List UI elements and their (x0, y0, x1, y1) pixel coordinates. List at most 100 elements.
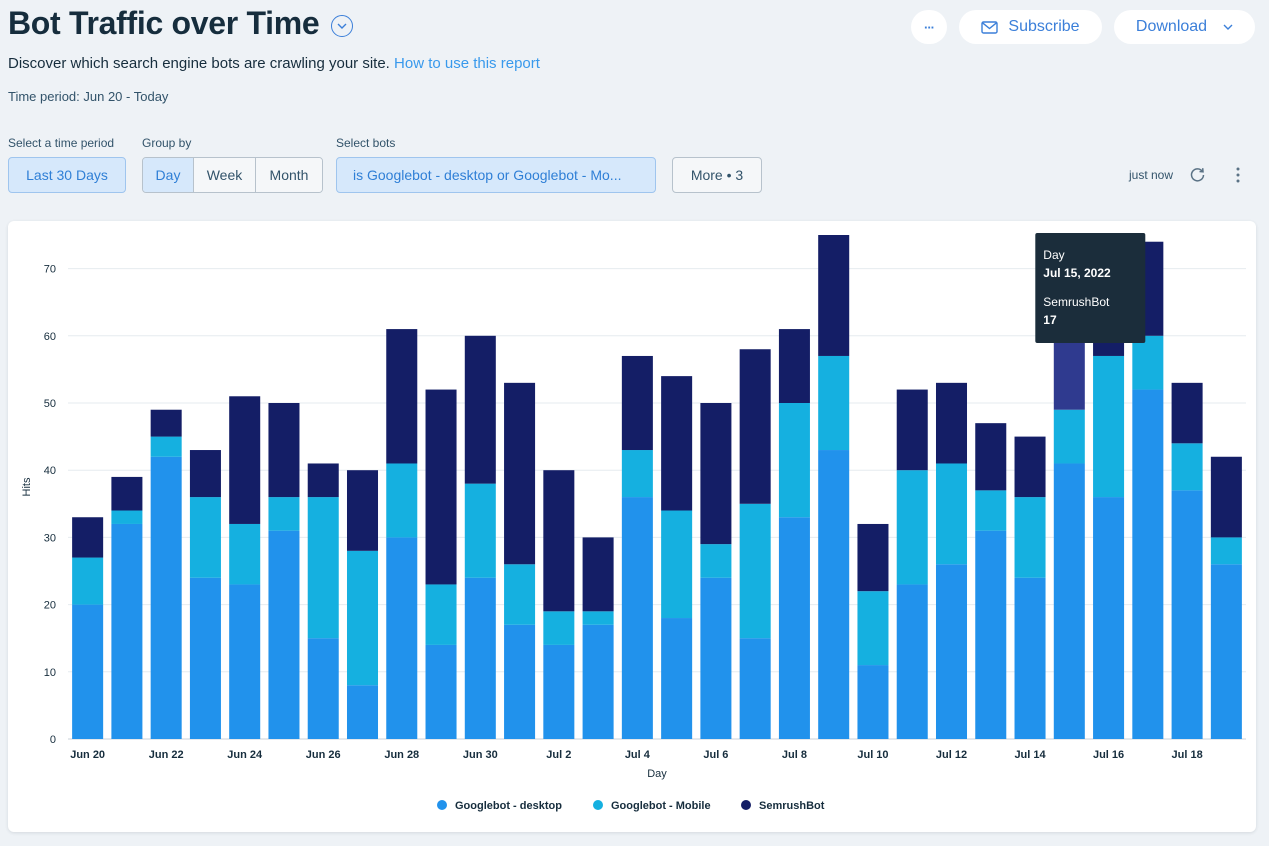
page-title-text: Bot Traffic over Time (8, 5, 320, 41)
tooltip-box (1035, 233, 1146, 343)
x-tick-label: Jun 24 (227, 749, 263, 761)
x-tick-label: Jun 30 (463, 749, 498, 761)
bar-segment (896, 470, 928, 585)
x-tick-label: Jul 6 (703, 749, 728, 761)
bar-segment (739, 638, 771, 739)
tooltip-heading: Day (1043, 248, 1064, 262)
bar-segment (346, 470, 379, 551)
chevron-down-icon (337, 23, 347, 29)
x-tick-label: Jun 28 (384, 749, 419, 761)
chart-card: 0 10 20 30 40 50 60 70 Hits Jun 20 Jun 22 Jun 24 Jun… (8, 221, 1256, 832)
bar-segment (504, 382, 536, 565)
bar-segment (150, 409, 182, 437)
legend-swatch (741, 800, 751, 810)
bar-segment (661, 618, 693, 739)
time-period-select[interactable]: Last 30 Days (8, 157, 126, 193)
bar-segment (72, 517, 104, 558)
bar-segment (386, 463, 418, 538)
bar-segment (778, 329, 810, 403)
bar-segment (975, 490, 1007, 531)
bar-segment (935, 463, 968, 565)
chevron-down-icon (1223, 24, 1233, 30)
y-tick-label: 50 (44, 398, 56, 410)
bar-segment (150, 456, 182, 739)
y-tick-label: 20 (44, 600, 56, 612)
y-axis-label: Hits (21, 477, 33, 496)
title-dropdown-button[interactable] (331, 14, 354, 37)
time-period-label: Select a time period (8, 136, 115, 150)
bar-segment (1210, 456, 1242, 538)
tooltip-series: SemrushBot (1043, 295, 1110, 309)
more-actions-label: ··· (924, 19, 935, 35)
bar-segment (189, 577, 221, 739)
bar-segment (818, 235, 850, 356)
bar-segment (818, 355, 850, 451)
bar-segment (935, 382, 968, 464)
bar-segment (504, 564, 536, 625)
bar-segment (1210, 537, 1242, 565)
group-by-month[interactable]: Month (255, 158, 322, 192)
bar-segment (739, 503, 771, 639)
bar-segment (935, 564, 968, 739)
y-tick-label: 30 (44, 532, 56, 544)
bar-segment (621, 355, 653, 451)
help-link[interactable]: How to use this report (394, 55, 540, 72)
bar-segment (425, 584, 457, 645)
subtitle-text: Discover which search engine bots are cr… (8, 55, 390, 72)
download-button[interactable]: Download (1114, 10, 1255, 44)
bar-segment (150, 436, 182, 457)
bar-segment (268, 497, 300, 531)
y-tick-label: 40 (44, 465, 56, 477)
y-tick-label: 0 (50, 734, 56, 746)
refresh-icon[interactable] (1189, 166, 1206, 183)
bar-segment (189, 497, 221, 578)
bar-segment (1132, 335, 1164, 390)
bar-segment (818, 450, 850, 739)
subscribe-label: Subscribe (1008, 18, 1080, 35)
bar-segment (425, 389, 457, 585)
more-filters-label: More • 3 (690, 167, 744, 183)
x-tick-label: Jul 12 (936, 749, 967, 761)
bar-segment (464, 577, 496, 739)
x-tick-label: Jul 14 (1014, 749, 1046, 761)
group-by-day[interactable]: Day (143, 158, 193, 192)
group-by-label: Group by (142, 136, 192, 150)
bar-segment (1014, 436, 1046, 498)
bar-segment (1210, 564, 1242, 739)
bar-segment (896, 584, 928, 739)
group-by-week[interactable]: Week (193, 158, 255, 192)
x-tick-label: Jul 16 (1093, 749, 1124, 761)
bar-segment (857, 665, 889, 739)
y-tick-label: 70 (44, 264, 56, 276)
bar-segment (464, 335, 496, 484)
more-actions-button[interactable]: ··· (911, 10, 947, 44)
subscribe-button[interactable]: Subscribe (959, 10, 1102, 44)
bar-segment (1014, 497, 1046, 578)
kebab-menu-icon[interactable] (1230, 166, 1246, 184)
tooltip-value: 17 (1043, 313, 1057, 327)
time-period-value: Last 30 Days (26, 167, 108, 183)
bar-segment (268, 403, 300, 498)
bar-segment (346, 685, 379, 739)
bar-segment (1171, 382, 1203, 444)
bar-segment (1093, 497, 1125, 739)
x-tick-label: Jun 22 (149, 749, 184, 761)
bar-segment (386, 537, 418, 739)
bar-segment (778, 403, 810, 518)
x-tick-label: Jul 18 (1172, 749, 1203, 761)
bar-segment (857, 591, 889, 666)
bots-select[interactable]: is Googlebot - desktop or Googlebot - Mo… (336, 157, 656, 193)
bar-segment (1053, 463, 1085, 739)
page-subtitle: Discover which search engine bots are cr… (8, 55, 540, 72)
more-filters-button[interactable]: More • 3 (672, 157, 762, 193)
bar-segment (543, 611, 575, 645)
bar-segment (268, 530, 300, 739)
legend-label: Googlebot - desktop (455, 800, 562, 812)
bar-segment (386, 329, 418, 464)
bar-segment (1132, 389, 1164, 739)
legend-swatch (593, 800, 603, 810)
y-tick-label: 10 (44, 667, 56, 679)
x-tick-label: Jul 8 (782, 749, 807, 761)
page-title: Bot Traffic over Time (8, 5, 354, 42)
bar-segment (582, 611, 614, 625)
